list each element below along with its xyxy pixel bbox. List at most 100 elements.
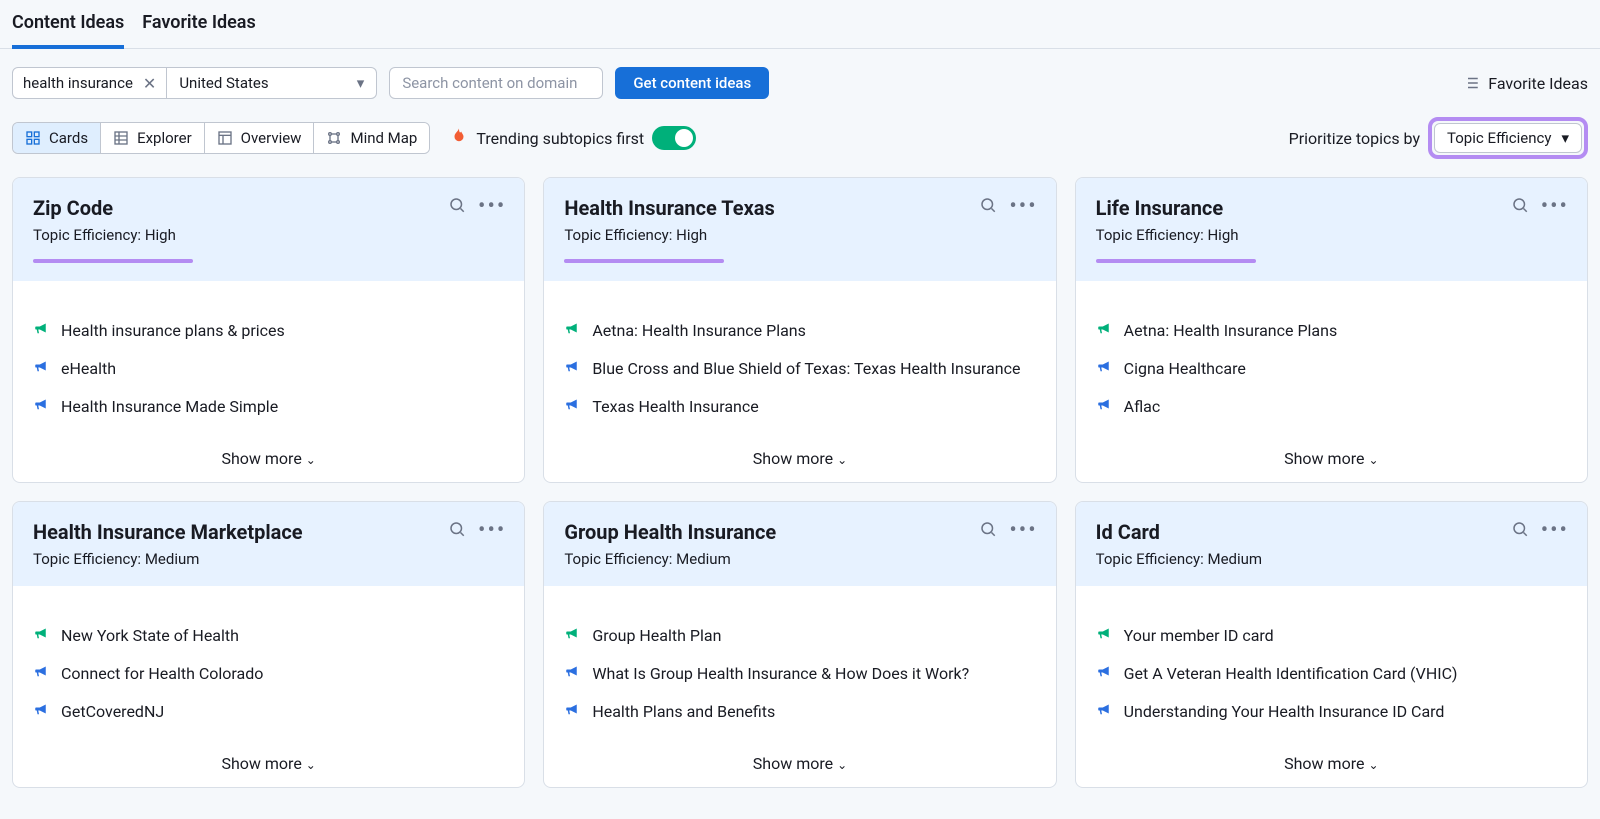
get-content-ideas-button[interactable]: Get content ideas [615,67,769,99]
view-segmented: Cards Explorer Overview Mind Map [12,122,430,154]
card-efficiency: Topic Efficiency: Medium [33,550,504,568]
fire-icon [450,127,468,149]
view-mindmap[interactable]: Mind Map [314,123,429,153]
chevron-down-icon: ▾ [1561,129,1569,147]
chevron-down-icon: ⌄ [1368,453,1378,467]
headline-item[interactable]: GetCoveredNJ [33,700,504,722]
headline-item[interactable]: Aetna: Health Insurance Plans [564,319,1035,341]
headline-text: Your member ID card [1124,626,1274,645]
headline-item[interactable]: Get A Veteran Health Identification Card… [1096,662,1567,684]
headline-item[interactable]: eHealth [33,357,504,379]
headline-item[interactable]: Health Insurance Made Simple [33,395,504,417]
card-title: Group Health Insurance [564,520,1035,544]
mindmap-icon [326,130,342,146]
card-efficiency: Topic Efficiency: High [33,226,504,244]
chevron-down-icon: ⌄ [1368,758,1378,772]
efficiency-underline [564,259,724,263]
headline-text: Health Insurance Made Simple [61,397,278,416]
favorite-ideas-link[interactable]: Favorite Ideas [1462,74,1588,93]
headline-item[interactable]: Texas Health Insurance [564,395,1035,417]
show-more-button[interactable]: Show more⌄ [1076,435,1587,482]
chevron-down-icon: ⌄ [306,758,316,772]
search-icon[interactable] [448,520,466,542]
view-explorer[interactable]: Explorer [101,123,205,153]
card-efficiency: Topic Efficiency: Medium [1096,550,1567,568]
table-icon [113,130,129,146]
bullhorn-icon [564,319,582,341]
topic-card: Zip Code Topic Efficiency: High ••• Heal… [12,177,525,483]
prioritize-select[interactable]: Topic Efficiency ▾ [1434,123,1582,153]
tab-favorite-ideas[interactable]: Favorite Ideas [142,0,255,48]
country-select[interactable]: United States ▾ [167,67,377,99]
headline-item[interactable]: Health Plans and Benefits [564,700,1035,722]
headline-item[interactable]: Understanding Your Health Insurance ID C… [1096,700,1567,722]
headline-text: New York State of Health [61,626,239,645]
search-icon[interactable] [1511,196,1529,218]
prioritize-select-highlight: Topic Efficiency ▾ [1428,117,1588,159]
headline-text: What Is Group Health Insurance & How Doe… [592,664,969,683]
topic-card: Id Card Topic Efficiency: Medium ••• You… [1075,501,1588,788]
search-icon[interactable] [979,520,997,542]
headline-text: eHealth [61,359,116,378]
card-title: Id Card [1096,520,1567,544]
headline-item[interactable]: Cigna Healthcare [1096,357,1567,379]
more-icon[interactable]: ••• [1009,201,1037,213]
chevron-down-icon: ⌄ [306,453,316,467]
headline-item[interactable]: Health insurance plans & prices [33,319,504,341]
topic-card: Life Insurance Topic Efficiency: High ••… [1075,177,1588,483]
chevron-down-icon: ⌄ [837,758,847,772]
more-icon[interactable]: ••• [1009,525,1037,537]
more-icon[interactable]: ••• [1541,201,1569,213]
headline-item[interactable]: Group Health Plan [564,624,1035,646]
headline-text: Blue Cross and Blue Shield of Texas: Tex… [592,359,1020,378]
view-cards[interactable]: Cards [13,123,101,153]
bullhorn-icon [564,700,582,722]
tab-content-ideas[interactable]: Content Ideas [12,0,124,49]
headline-text: Aetna: Health Insurance Plans [592,321,806,340]
favorite-ideas-label: Favorite Ideas [1488,74,1588,93]
bullhorn-icon [1096,662,1114,684]
trending-label: Trending subtopics first [476,129,644,148]
headline-text: Understanding Your Health Insurance ID C… [1124,702,1445,721]
topic-card: Health Insurance Texas Topic Efficiency:… [543,177,1056,483]
headline-item[interactable]: Aetna: Health Insurance Plans [1096,319,1567,341]
headline-item[interactable]: What Is Group Health Insurance & How Doe… [564,662,1035,684]
search-icon[interactable] [1511,520,1529,542]
show-more-button[interactable]: Show more⌄ [544,740,1055,787]
keyword-input[interactable]: health insurance ✕ [12,67,167,99]
show-more-button[interactable]: Show more⌄ [13,740,524,787]
headline-item[interactable]: Blue Cross and Blue Shield of Texas: Tex… [564,357,1035,379]
trending-toggle[interactable] [652,126,696,150]
prioritize-label: Prioritize topics by [1289,129,1420,148]
clear-keyword-icon[interactable]: ✕ [143,74,156,93]
card-title: Health Insurance Texas [564,196,1035,220]
chevron-down-icon: ▾ [357,74,365,92]
card-title: Life Insurance [1096,196,1567,220]
bullhorn-icon [1096,395,1114,417]
efficiency-underline [33,259,193,263]
bullhorn-icon [1096,624,1114,646]
bullhorn-icon [564,357,582,379]
headline-item[interactable]: Connect for Health Colorado [33,662,504,684]
card-efficiency: Topic Efficiency: High [564,226,1035,244]
show-more-button[interactable]: Show more⌄ [13,435,524,482]
headline-item[interactable]: New York State of Health [33,624,504,646]
more-icon[interactable]: ••• [1541,525,1569,537]
chevron-down-icon: ⌄ [837,453,847,467]
search-icon[interactable] [979,196,997,218]
bullhorn-icon [33,357,51,379]
domain-search-input[interactable] [389,67,603,99]
cards-icon [25,130,41,146]
more-icon[interactable]: ••• [478,525,506,537]
bullhorn-icon [1096,700,1114,722]
card-efficiency: Topic Efficiency: Medium [564,550,1035,568]
show-more-button[interactable]: Show more⌄ [544,435,1055,482]
more-icon[interactable]: ••• [478,201,506,213]
search-icon[interactable] [448,196,466,218]
view-overview[interactable]: Overview [205,123,315,153]
headline-item[interactable]: Your member ID card [1096,624,1567,646]
show-more-button[interactable]: Show more⌄ [1076,740,1587,787]
headline-item[interactable]: Aflac [1096,395,1567,417]
bullhorn-icon [33,319,51,341]
headline-text: Aflac [1124,397,1161,416]
